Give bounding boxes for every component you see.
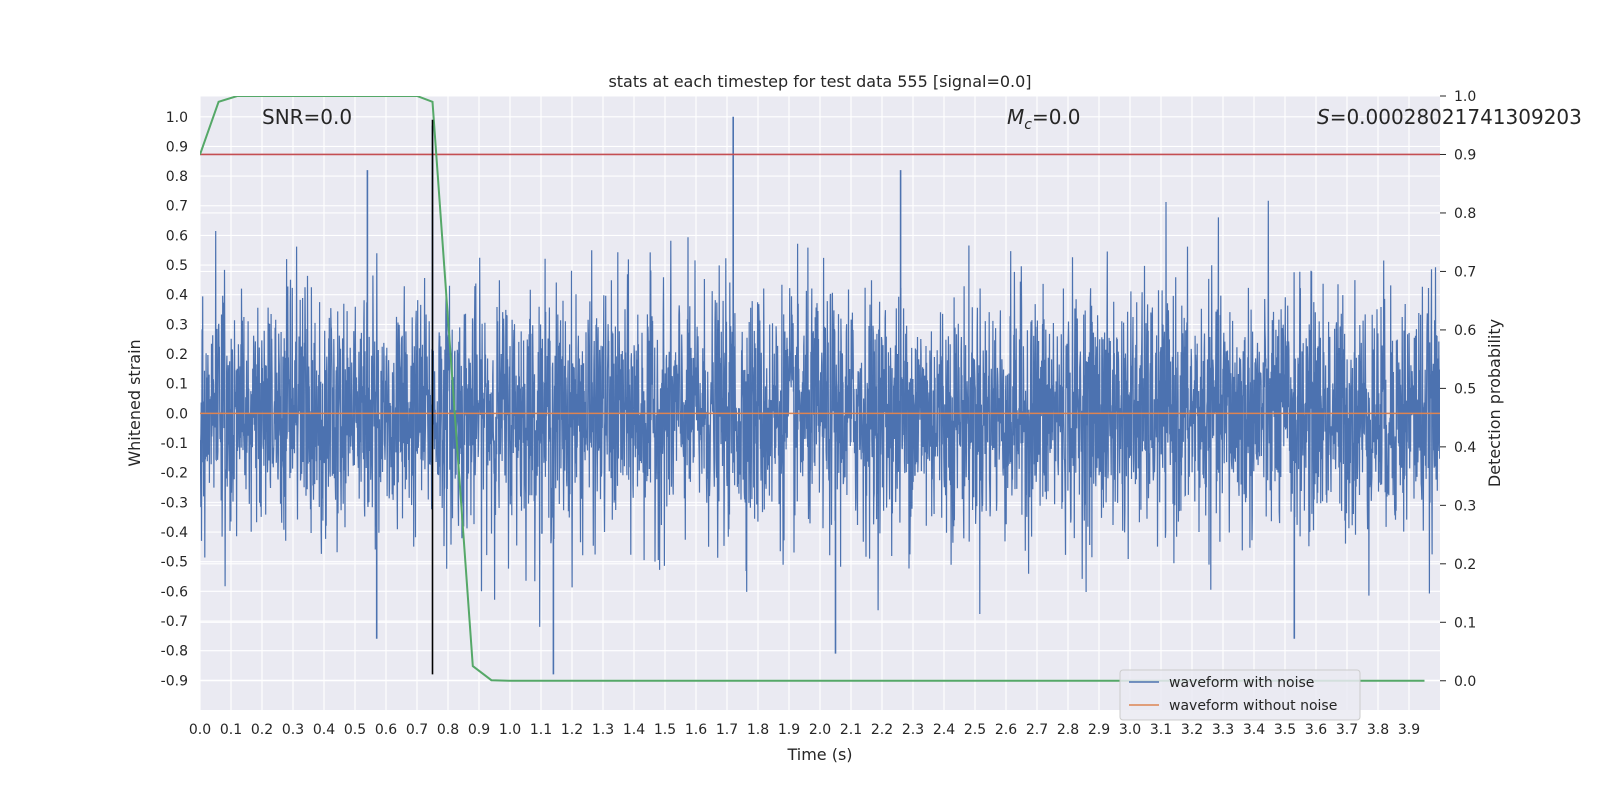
- x-tick-label: 2.0: [809, 722, 831, 738]
- y-tick-label: -0.9: [161, 673, 188, 689]
- y-tick-label: -0.1: [161, 436, 188, 452]
- legend-box: [1119, 669, 1361, 721]
- x-tick-label: 3.2: [1181, 722, 1203, 738]
- y2-tick-label: 0.8: [1454, 206, 1476, 222]
- x-tick-label: 0.0: [189, 722, 211, 738]
- x-tick-label: 1.4: [623, 722, 645, 738]
- x-tick-label: 3.0: [1119, 722, 1141, 738]
- legend: waveform with noise waveform without noi…: [1119, 669, 1361, 721]
- x-tick-label: 0.4: [313, 722, 335, 738]
- y2-tick-label: 0.2: [1454, 557, 1476, 573]
- x-tick-label: 2.8: [1057, 722, 1079, 738]
- legend-label-without-noise: waveform without noise: [1169, 698, 1337, 714]
- x-tick-label: 1.1: [530, 722, 552, 738]
- x-tick-label: 1.9: [778, 722, 800, 738]
- mc-symbol: M: [1007, 105, 1024, 129]
- y2-axis-title: Detection probability: [1485, 319, 1504, 487]
- y-tick-label: 0.8: [166, 169, 188, 185]
- mc-annotation: Mc=0.0: [1007, 105, 1081, 133]
- y2-axis-ticks: 1.0 0.9 0.8 0.7 0.6 0.5 0.4 0.3 0.2 0.1 0.0: [1440, 89, 1476, 690]
- snr-annotation: SNR=0.0: [262, 105, 352, 129]
- x-tick-label: 1.7: [716, 722, 738, 738]
- y-tick-label: 1.0: [166, 110, 188, 126]
- x-tick-label: 1.5: [654, 722, 676, 738]
- x-axis-title: Time (s): [786, 745, 852, 764]
- x-tick-label: 1.8: [747, 722, 769, 738]
- s-annotation: S=0.00028021741309203: [1317, 105, 1582, 129]
- y-tick-label: -0.8: [161, 644, 188, 660]
- y2-tick-label: 0.4: [1454, 440, 1476, 456]
- x-tick-label: 3.6: [1305, 722, 1327, 738]
- y-tick-label: -0.3: [161, 495, 188, 511]
- y2-tick-label: 0.0: [1454, 674, 1476, 690]
- y2-tick-label: 0.5: [1454, 381, 1476, 397]
- y-tick-label: 0.2: [166, 347, 188, 363]
- y-axis-title: Whitened strain: [125, 339, 144, 466]
- mc-value: =0.0: [1032, 105, 1081, 129]
- y2-tick-label: 0.6: [1454, 323, 1476, 339]
- x-tick-label: 3.8: [1367, 722, 1389, 738]
- x-tick-label: 3.1: [1150, 722, 1172, 738]
- x-tick-label: 1.0: [499, 722, 521, 738]
- x-tick-label: 2.6: [995, 722, 1017, 738]
- legend-label-with-noise: waveform with noise: [1169, 675, 1314, 691]
- x-tick-label: 2.9: [1088, 722, 1110, 738]
- y-tick-label: 0.1: [166, 377, 188, 393]
- x-tick-label: 2.2: [871, 722, 893, 738]
- x-tick-label: 1.2: [561, 722, 583, 738]
- x-tick-label: 3.7: [1336, 722, 1358, 738]
- y-tick-label: 0.4: [166, 288, 188, 304]
- x-tick-label: 3.3: [1212, 722, 1234, 738]
- x-tick-label: 0.3: [282, 722, 304, 738]
- y-axis-ticks: 1.0 0.9 0.8 0.7 0.6 0.5 0.4 0.3 0.2 0.1 0.0 -0.1 -0.…: [161, 110, 188, 690]
- x-tick-label: 3.9: [1398, 722, 1420, 738]
- y2-tick-label: 0.1: [1454, 615, 1476, 631]
- s-symbol: S: [1317, 105, 1330, 129]
- y-tick-label: 0.0: [166, 406, 188, 422]
- chart-title: stats at each timestep for test data 555…: [608, 72, 1031, 91]
- x-tick-label: 2.3: [902, 722, 924, 738]
- x-tick-label: 0.5: [344, 722, 366, 738]
- series-group: [200, 96, 1440, 682]
- x-tick-label: 0.2: [251, 722, 273, 738]
- x-tick-label: 3.5: [1274, 722, 1296, 738]
- x-axis-ticks: 0.0 0.1 0.2 0.3 0.4 0.5 0.6 0.7 0.8 0.9 1.0 1.1 1.2 1…: [189, 722, 1420, 738]
- y2-tick-label: 0.7: [1454, 264, 1476, 280]
- y-tick-label: 0.7: [166, 199, 188, 215]
- x-tick-label: 3.4: [1243, 722, 1265, 738]
- x-tick-label: 1.3: [592, 722, 614, 738]
- mc-subscript: c: [1024, 117, 1032, 133]
- x-tick-label: 0.9: [468, 722, 490, 738]
- x-tick-label: 2.5: [964, 722, 986, 738]
- y-tick-label: -0.7: [161, 614, 188, 630]
- x-tick-label: 2.7: [1026, 722, 1048, 738]
- x-tick-label: 0.7: [406, 722, 428, 738]
- x-tick-label: 0.1: [220, 722, 242, 738]
- x-tick-label: 0.6: [375, 722, 397, 738]
- y-tick-label: 0.5: [166, 258, 188, 274]
- y-tick-label: 0.6: [166, 228, 188, 244]
- y2-tick-label: 0.9: [1454, 147, 1476, 163]
- y-tick-label: 0.3: [166, 317, 188, 333]
- x-tick-label: 2.1: [840, 722, 862, 738]
- x-tick-label: 1.6: [685, 722, 707, 738]
- s-value: =0.00028021741309203: [1330, 105, 1582, 129]
- y2-tick-label: 1.0: [1454, 89, 1476, 105]
- waveform-with-noise-line: [200, 200, 1440, 627]
- y-tick-label: 0.9: [166, 139, 188, 155]
- y2-tick-label: 0.3: [1454, 498, 1476, 514]
- x-tick-label: 2.4: [933, 722, 955, 738]
- y-tick-label: -0.5: [161, 555, 188, 571]
- detection-probability-line: [200, 96, 1425, 682]
- y-tick-label: -0.2: [161, 466, 188, 482]
- y-tick-label: -0.4: [161, 525, 188, 541]
- y-tick-label: -0.6: [161, 584, 188, 600]
- x-tick-label: 0.8: [437, 722, 459, 738]
